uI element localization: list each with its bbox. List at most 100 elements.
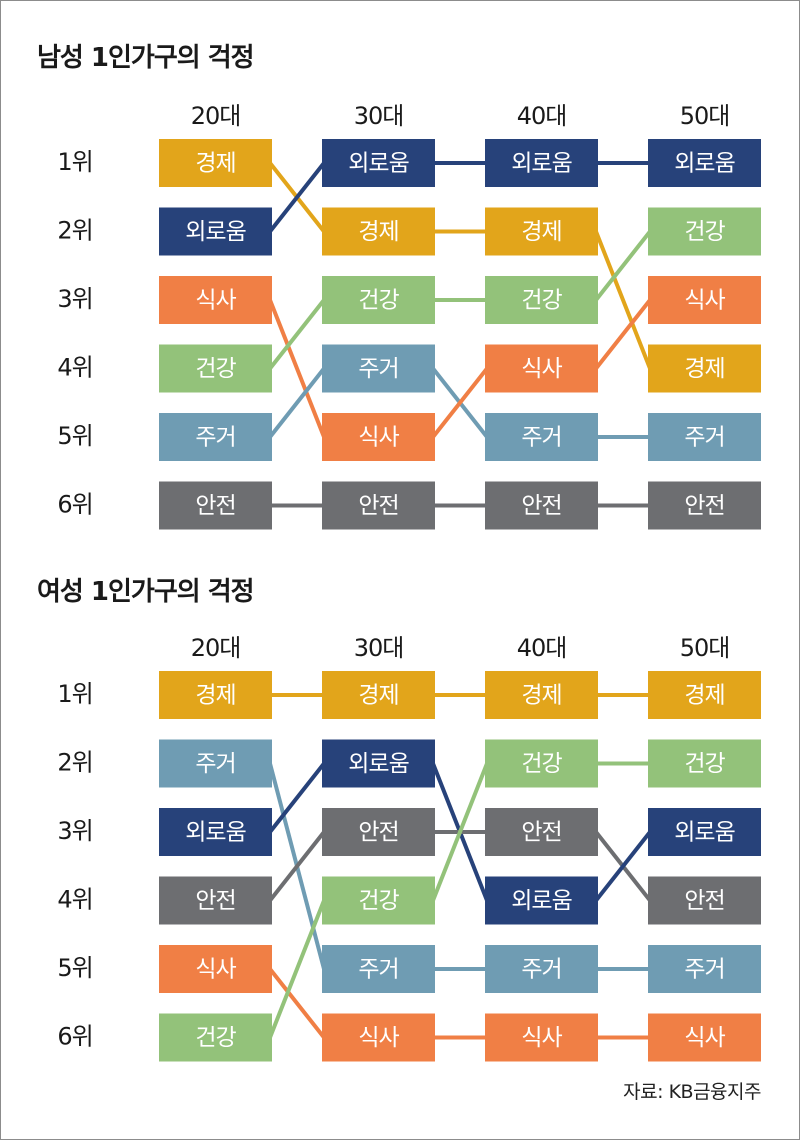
rank-box: 외로움 (648, 808, 761, 856)
rank-box-fill (648, 808, 761, 856)
column-header: 20대 (191, 634, 241, 662)
rank-box-label: 외로움 (348, 751, 408, 777)
rank-box: 안전 (322, 481, 435, 530)
rank-box: 건강 (159, 344, 272, 393)
rank-box-label: 식사 (358, 1025, 399, 1051)
rank-box-fill (648, 413, 761, 461)
rank-box-fill (322, 344, 435, 393)
connector-line (268, 967, 326, 1039)
rank-box: 식사 (322, 1013, 435, 1062)
rank-box-fill (159, 481, 272, 530)
rank-box: 주거 (648, 945, 761, 993)
rank-box-fill (485, 1013, 598, 1062)
rank-box-fill (322, 207, 435, 256)
connector-line (268, 762, 326, 834)
rank-box: 안전 (159, 481, 272, 530)
rank-box-label: 경제 (195, 683, 235, 709)
rank-label: 3위 (57, 817, 92, 845)
rank-box-fill (485, 139, 598, 187)
rank-box-label: 안전 (684, 888, 724, 914)
rank-label: 3위 (57, 285, 92, 313)
rank-box-fill (648, 671, 761, 719)
rank-box-label: 외로움 (674, 151, 734, 177)
rank-box-label: 주거 (521, 425, 561, 451)
rank-box-fill (159, 671, 272, 719)
rank-box: 경제 (159, 671, 272, 719)
rank-box-label: 건강 (358, 288, 399, 314)
column-header: 30대 (354, 102, 404, 130)
connector-line (431, 762, 489, 902)
rank-box-label: 안전 (195, 493, 235, 519)
rank-box: 식사 (159, 945, 272, 993)
rank-box-label: 안전 (521, 820, 561, 846)
connector-line (594, 230, 652, 370)
rank-box: 안전 (485, 481, 598, 530)
rank-box-fill (485, 671, 598, 719)
rank-box: 경제 (485, 671, 598, 719)
column-header: 40대 (517, 634, 567, 662)
rank-box-label: 건강 (521, 288, 562, 314)
rank-box: 식사 (648, 276, 761, 324)
connector-line (268, 161, 326, 233)
connector-line (594, 230, 652, 302)
rank-box-fill (159, 139, 272, 187)
rank-box-fill (159, 739, 272, 788)
rank-box: 식사 (322, 413, 435, 461)
rank-box-fill (648, 139, 761, 187)
men-rank-chart: 20대 30대 40대 50대1위2위3위4위5위6위경제외로움식사건강주거안전외로움… (57, 102, 761, 530)
rank-box-fill (648, 1013, 761, 1062)
rank-label: 4위 (57, 886, 92, 914)
rank-box-label: 경제 (358, 683, 398, 709)
rank-box-label: 경제 (195, 151, 235, 177)
rank-box-label: 주거 (684, 957, 724, 983)
column-header: 50대 (680, 102, 730, 130)
rank-box-label: 경제 (521, 219, 561, 245)
rank-box: 안전 (648, 481, 761, 530)
rank-box: 외로움 (322, 739, 435, 788)
rank-box: 주거 (322, 344, 435, 393)
connector-line (268, 299, 326, 438)
rank-box-fill (159, 344, 272, 393)
rank-box: 안전 (159, 876, 272, 925)
rank-label: 5위 (57, 954, 92, 982)
rank-box-fill (159, 413, 272, 461)
rank-box: 경제 (485, 207, 598, 256)
rank-box: 식사 (485, 344, 598, 393)
rank-box: 외로움 (485, 876, 598, 925)
rank-box-fill (648, 739, 761, 788)
rank-box-label: 건강 (195, 356, 236, 382)
rank-box-fill (648, 945, 761, 993)
rank-box-fill (485, 276, 598, 324)
rank-box-fill (322, 276, 435, 324)
rank-box-fill (322, 139, 435, 187)
rank-box-fill (322, 481, 435, 530)
rank-label: 4위 (57, 354, 92, 382)
column-header: 20대 (191, 102, 241, 130)
connector-line (594, 830, 652, 902)
rank-box-label: 주거 (358, 957, 398, 983)
connector-line (268, 298, 326, 370)
rank-box: 경제 (648, 671, 761, 719)
rank-box: 건강 (485, 276, 598, 324)
rank-box-fill (159, 276, 272, 324)
rank-box-label: 건강 (684, 751, 725, 777)
rank-box-fill (485, 808, 598, 856)
rank-box-label: 건강 (358, 888, 399, 914)
rank-box-fill (322, 671, 435, 719)
rank-box: 외로움 (159, 207, 272, 256)
rank-box-label: 식사 (521, 356, 562, 382)
rank-box: 안전 (322, 808, 435, 856)
rank-label: 2위 (57, 749, 92, 777)
rank-box-label: 식사 (195, 288, 236, 314)
rank-box: 안전 (485, 808, 598, 856)
column-header: 40대 (517, 102, 567, 130)
rank-box: 식사 (648, 1013, 761, 1062)
rank-box-fill (322, 739, 435, 788)
rank-label: 6위 (57, 1023, 92, 1051)
connector-lines (268, 161, 652, 508)
rank-box-fill (648, 481, 761, 530)
rank-box-label: 외로움 (511, 888, 571, 914)
rank-label: 1위 (57, 148, 92, 176)
column-header: 50대 (680, 634, 730, 662)
rank-box-label: 경제 (521, 683, 561, 709)
